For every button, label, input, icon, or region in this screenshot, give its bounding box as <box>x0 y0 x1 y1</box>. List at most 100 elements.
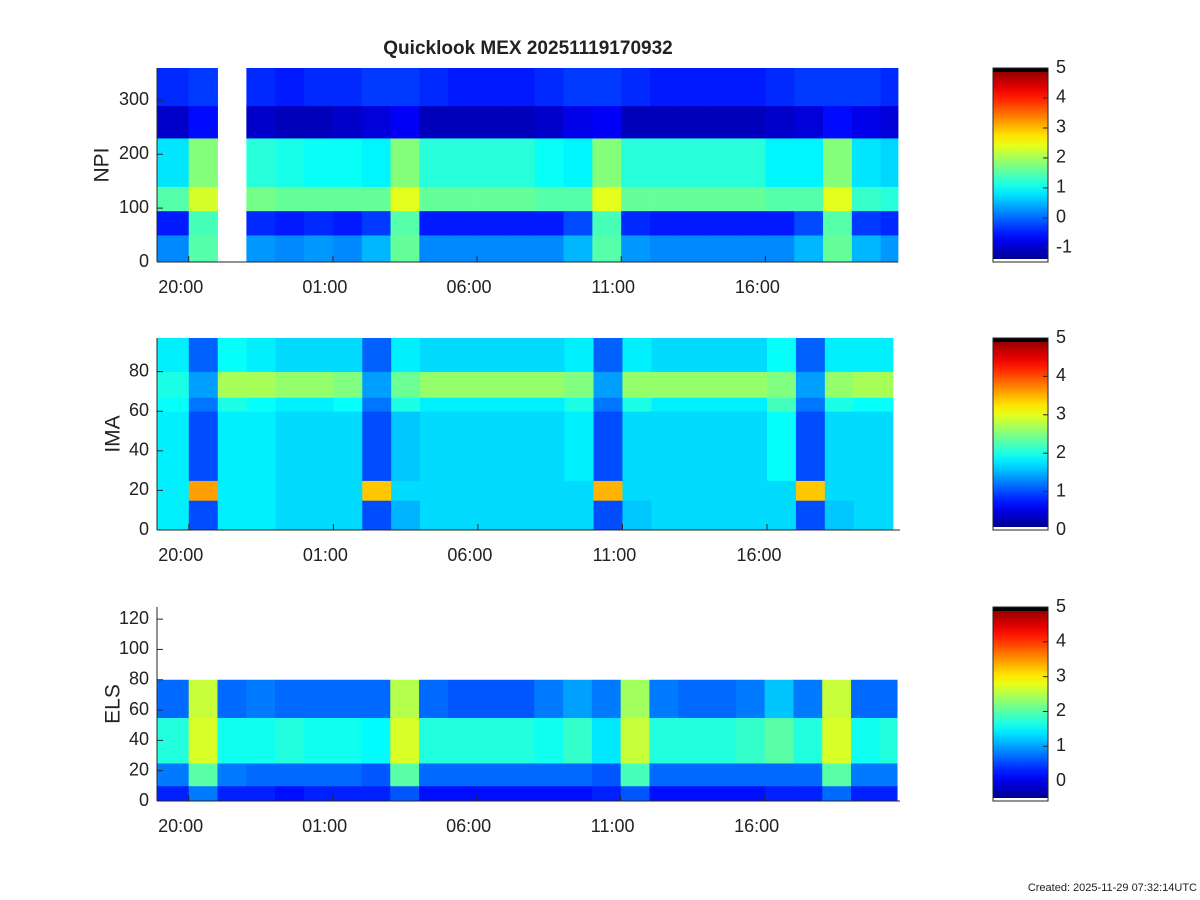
heatmap-cell <box>390 785 420 802</box>
heatmap-cell <box>217 397 248 412</box>
heatmap-cell <box>591 679 622 719</box>
heatmap-cell <box>448 68 478 107</box>
heatmap-cell <box>649 785 679 802</box>
heatmap-cell <box>793 785 823 802</box>
heatmap-cell <box>592 186 622 212</box>
heatmap-cell <box>448 138 478 187</box>
heatmap-cell <box>680 480 710 501</box>
heatmap-cell <box>246 371 276 398</box>
figure-title: Quicklook MEX 20251119170932 <box>383 38 672 59</box>
heatmap-cell <box>157 68 190 107</box>
heatmap-cell <box>333 500 363 531</box>
heatmap-cell <box>477 397 508 412</box>
y-axis-label: NPI <box>91 147 114 182</box>
y-tick-label: 80 <box>129 669 149 689</box>
heatmap-cell <box>275 785 305 802</box>
heatmap-cell <box>304 397 334 412</box>
heatmap-cell <box>391 480 421 501</box>
colorbar-tick-label: 2 <box>1056 700 1066 720</box>
heatmap-cell <box>853 480 884 501</box>
heatmap-cell <box>477 138 507 187</box>
heatmap-cell <box>447 763 478 787</box>
heatmap-cell <box>304 210 334 236</box>
heatmap-cell <box>361 679 391 719</box>
heatmap-cell <box>419 235 449 263</box>
heatmap-cell <box>851 105 882 139</box>
heatmap-cell <box>505 679 535 719</box>
heatmap-cell <box>707 785 737 802</box>
heatmap-cell <box>822 785 852 802</box>
y-tick-label: 40 <box>129 440 149 460</box>
heatmap-cell <box>188 105 218 139</box>
heatmap-cell <box>680 411 710 481</box>
heatmap-cell <box>304 411 334 481</box>
heatmap-cell <box>217 500 248 531</box>
heatmap-cell <box>534 138 564 187</box>
heatmap-cell <box>304 338 334 373</box>
heatmap-cell <box>246 785 276 802</box>
heatmap-cell <box>882 500 894 531</box>
y-axis-label: IMA <box>102 415 125 452</box>
heatmap-cell <box>738 371 768 398</box>
heatmap-cell <box>851 138 882 187</box>
heatmap-cell <box>709 500 739 531</box>
heatmap-cell <box>651 371 681 398</box>
heatmap-cell <box>651 500 681 531</box>
heatmap-cell <box>564 500 594 531</box>
heatmap-cell <box>246 138 276 187</box>
heatmap-cell <box>505 235 536 263</box>
heatmap-cell <box>332 138 363 187</box>
heatmap-cell <box>391 500 421 531</box>
heatmap-cell <box>534 105 564 139</box>
footer: Created: 2025-11-29 07:32:14UTC <box>1028 882 1197 894</box>
colorbar-bottom <box>993 798 1048 801</box>
heatmap-cell <box>591 717 622 764</box>
heatmap-cell <box>390 186 420 212</box>
heatmap-cell <box>765 235 795 263</box>
heatmap-cell <box>851 210 882 236</box>
heatmap-cell <box>535 500 566 531</box>
heatmap-cell <box>680 338 710 373</box>
heatmap-cell <box>851 717 881 764</box>
heatmap-cell <box>534 679 564 719</box>
heatmap-cell <box>563 785 593 802</box>
heatmap-cell <box>765 210 795 236</box>
heatmap-cell <box>735 763 766 787</box>
heatmap-cell <box>736 68 766 107</box>
colorbar <box>993 68 1048 262</box>
heatmap-cell <box>505 717 535 764</box>
heatmap-cell <box>707 235 737 263</box>
heatmap-cell <box>593 371 623 398</box>
heatmap-cell <box>880 105 899 139</box>
heatmap-cell <box>680 397 710 412</box>
heatmap-cell <box>535 397 566 412</box>
heatmap-cell <box>246 500 276 531</box>
heatmap-cell <box>188 480 219 501</box>
colorbar-tick-label: 1 <box>1056 735 1066 755</box>
heatmap-cell <box>851 763 881 787</box>
x-tick-label: 20:00 <box>158 816 203 836</box>
heatmap-cell <box>246 68 276 107</box>
heatmap-cell <box>332 105 363 139</box>
heatmap-cell <box>880 235 899 263</box>
heatmap-cell <box>476 717 506 764</box>
heatmap-cell <box>649 717 679 764</box>
heatmap-cell <box>534 785 564 802</box>
heatmap-cell <box>649 763 679 787</box>
heatmap-cell <box>823 68 853 107</box>
heatmap-cell <box>651 480 681 501</box>
heatmap-cell <box>361 763 391 787</box>
heatmap-cell <box>361 785 391 802</box>
colorbar-tick-label: 3 <box>1056 665 1066 685</box>
heatmap-cell <box>592 105 622 139</box>
heatmap-cell <box>735 679 766 719</box>
heatmap-cell <box>217 785 247 802</box>
heatmap-cell <box>506 500 537 531</box>
heatmap-cell <box>592 68 622 107</box>
heatmap-cell <box>795 411 826 481</box>
heatmap-cell <box>332 763 362 787</box>
heatmap-cell <box>622 371 652 398</box>
heatmap-cell <box>709 397 739 412</box>
heatmap-cell <box>506 480 537 501</box>
colorbar-top <box>993 338 1048 342</box>
